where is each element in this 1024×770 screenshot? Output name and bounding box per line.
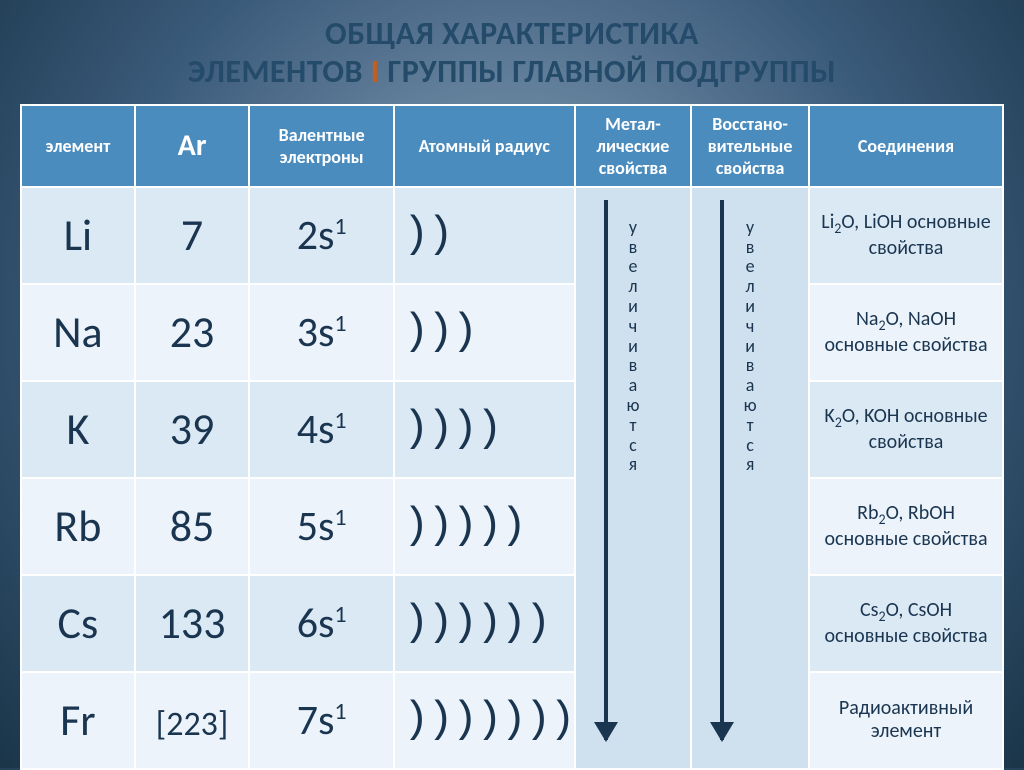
cell-ar: 85	[136, 479, 249, 574]
cell-valence: 5s1	[250, 479, 392, 574]
cell-element: Na	[22, 285, 134, 380]
cell-element: Li	[22, 188, 134, 283]
table-row: Fr[223]7s1))))))) Радиоактивный элемент	[22, 673, 1002, 768]
cell-radius: ))))	[395, 382, 574, 477]
col-valence: Валентные электроны	[250, 106, 392, 186]
page-title: Общая характеристика элементов I группы …	[188, 15, 836, 92]
cell-compounds: Rb2O, RbOH основные свойства	[810, 479, 1002, 574]
col-compounds: Соединения	[810, 106, 1002, 186]
trend-label: у в е л и ч и в а ю т с я	[626, 188, 639, 475]
cell-compounds: Радиоактивный элемент	[810, 673, 1002, 768]
cell-valence: 7s1	[250, 673, 392, 768]
cell-ar: 7	[136, 188, 249, 283]
cell-valence: 3s1	[250, 285, 392, 380]
table-row: K394s1)))) K2O, KOH основные свойства	[22, 382, 1002, 477]
table-row: Rb855s1))))) Rb2O, RbOH основные свойства	[22, 479, 1002, 574]
periodic-group-table: элемент Ar Валентные электроны Атомный р…	[20, 104, 1004, 770]
cell-ar: 133	[136, 576, 249, 671]
cell-element: K	[22, 382, 134, 477]
cell-valence: 4s1	[250, 382, 392, 477]
cell-radius: )))))))	[395, 673, 574, 768]
cell-metallic-trend: у в е л и ч и в а ю т с я	[576, 188, 690, 768]
table-row: Na233s1))) Na2O, NaOH основные свойства	[22, 285, 1002, 380]
trend-arrow-icon	[604, 200, 608, 740]
cell-ar: 39	[136, 382, 249, 477]
title-line1: Общая характеристика	[325, 14, 699, 53]
title-em: I	[371, 52, 380, 91]
trend-label: у в е л и ч и в а ю т с я	[744, 188, 757, 475]
cell-radius: ))	[395, 188, 574, 283]
cell-element: Cs	[22, 576, 134, 671]
table-row: Li72s1))у в е л и ч и в а ю т с яу в е л…	[22, 188, 1002, 283]
col-reducing: Восстано-вительные свойства	[692, 106, 808, 186]
cell-ar: [223]	[136, 673, 249, 768]
title-line2a: элементов	[188, 52, 371, 91]
cell-compounds: Na2O, NaOH основные свойства	[810, 285, 1002, 380]
col-element: элемент	[22, 106, 134, 186]
cell-element: Fr	[22, 673, 134, 768]
cell-valence: 6s1	[250, 576, 392, 671]
trend-arrow-icon	[720, 200, 724, 740]
col-metallic: Метал-лические свойства	[576, 106, 690, 186]
title-line2b: группы главной подгруппы	[380, 52, 837, 91]
table-row: Cs1336s1)))))) Cs2O, CsOH основные свойст…	[22, 576, 1002, 671]
cell-compounds: Li2O, LiOH основные свойства	[810, 188, 1002, 283]
cell-radius: )))))	[395, 479, 574, 574]
cell-ar: 23	[136, 285, 249, 380]
cell-radius: ))))))	[395, 576, 574, 671]
col-ar: Ar	[136, 106, 249, 186]
cell-compounds: K2O, KOH основные свойства	[810, 382, 1002, 477]
cell-valence: 2s1	[250, 188, 392, 283]
header-row: элемент Ar Валентные электроны Атомный р…	[22, 106, 1002, 186]
col-radius: Атомный радиус	[395, 106, 574, 186]
cell-reducing-trend: у в е л и ч и в а ю т с я	[692, 188, 808, 768]
cell-compounds: Cs2O, CsOH основные свойства	[810, 576, 1002, 671]
cell-element: Rb	[22, 479, 134, 574]
cell-radius: )))	[395, 285, 574, 380]
